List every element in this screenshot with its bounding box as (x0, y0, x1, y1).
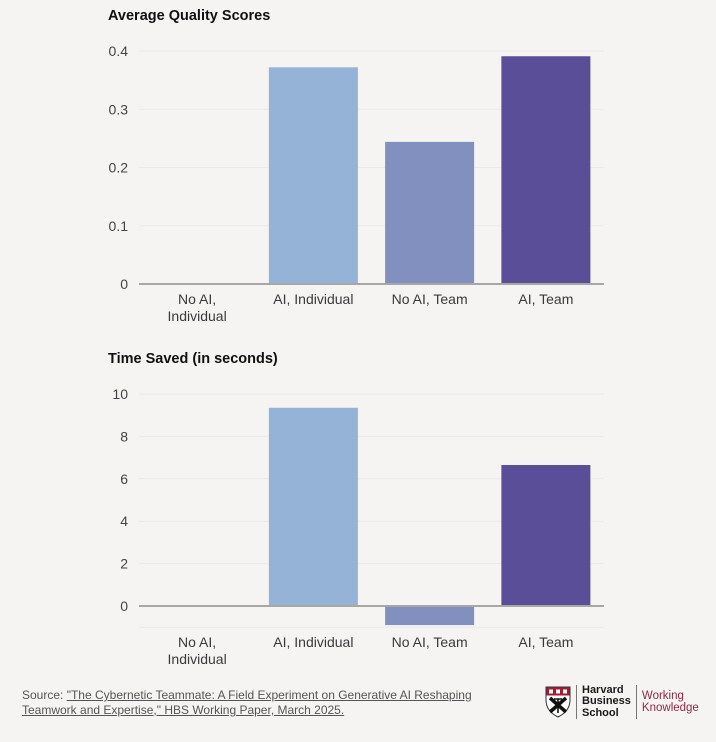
y-tick-label: 2 (120, 556, 128, 572)
x-tick-label: No AI, (178, 634, 216, 650)
y-tick-label: 8 (120, 428, 128, 444)
x-tick-label: AI, Team (518, 634, 573, 650)
x-tick-label: AI, Individual (273, 291, 353, 307)
x-tick-label: No AI, (178, 291, 216, 307)
time-saved-chart: Time Saved (in seconds) 0 2 4 6 8 10 No AI,In… (108, 351, 604, 667)
working-knowledge-wordmark: Working Knowledge (642, 690, 699, 715)
source-prefix: Source: (22, 688, 67, 702)
hbs-line-3: School (582, 706, 619, 719)
logo-divider (635, 685, 637, 719)
hbs-line-2: Business (582, 695, 631, 708)
logo-divider (576, 685, 577, 719)
wk-line-2: Knowledge (641, 702, 699, 714)
bar (385, 141, 475, 284)
bar (501, 56, 591, 285)
y-tick-label: 0 (120, 276, 128, 292)
hbs-shield-icon (545, 686, 571, 718)
source-link[interactable]: "The Cybernetic Teammate: A Field Experi… (22, 688, 472, 717)
y-tick-label: 6 (120, 471, 128, 487)
y-tick-label: 0.2 (109, 160, 129, 176)
hbs-wordmark: Harvard Business School (582, 683, 631, 720)
chart-title: Time Saved (in seconds) (108, 351, 278, 367)
x-tick-label: No AI, Team (392, 634, 468, 650)
x-tick-label: AI, Individual (273, 634, 353, 650)
bar (385, 606, 475, 626)
y-tick-label: 0.4 (109, 43, 129, 59)
bar (268, 407, 358, 606)
y-tick-label: 0 (120, 598, 128, 614)
x-tick-label: Individual (168, 308, 227, 324)
hbs-line-1: Harvard (582, 683, 624, 696)
chart-title: Average Quality Scores (108, 8, 270, 24)
hbs-working-knowledge-logo[interactable]: Harvard Business School Working Knowledg… (545, 684, 699, 720)
wk-line-1: Working (641, 689, 684, 702)
x-tick-label: Individual (168, 651, 227, 667)
y-tick-label: 0.3 (109, 101, 129, 117)
source-citation: Source: "The Cybernetic Teammate: A Fiel… (22, 688, 522, 718)
y-tick-label: 4 (120, 513, 128, 529)
quality-scores-chart: Average Quality Scores 0 0.1 0.2 0.3 0.4 No … (108, 8, 604, 324)
y-tick-label: 10 (112, 386, 128, 402)
bar (268, 67, 358, 284)
x-tick-label: No AI, Team (392, 291, 468, 307)
bar (501, 465, 591, 606)
x-tick-label: AI, Team (518, 291, 573, 307)
y-tick-label: 0.1 (109, 218, 129, 234)
